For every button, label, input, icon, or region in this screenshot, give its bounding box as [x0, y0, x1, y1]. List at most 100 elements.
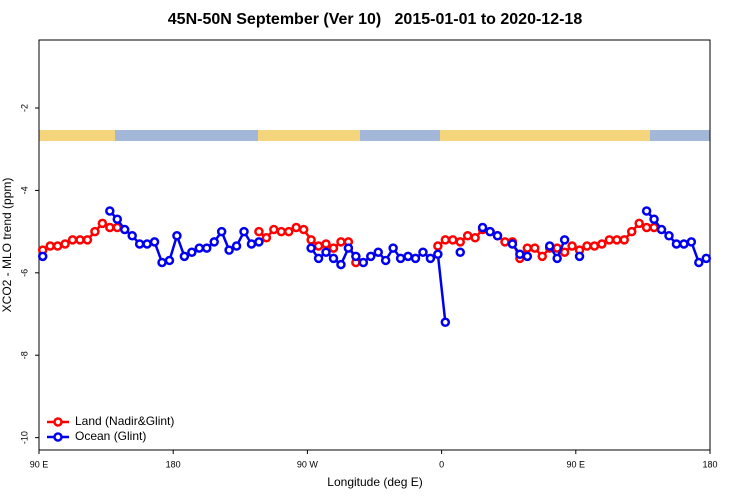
y-tick-label: -2	[19, 104, 29, 112]
data-point	[157, 257, 167, 268]
data-point	[321, 247, 331, 257]
data-point	[634, 218, 644, 229]
data-point	[492, 230, 503, 241]
x-tick-label: 180	[166, 459, 181, 469]
data-point	[477, 222, 488, 233]
y-axis-label: XCO2 - MLO trend (ppm)	[0, 178, 14, 313]
data-point	[75, 235, 85, 245]
data-point	[559, 247, 570, 257]
data-point	[440, 235, 451, 245]
data-point	[574, 251, 585, 262]
data-point	[552, 253, 562, 264]
data-point	[246, 239, 257, 249]
data-point	[284, 226, 294, 237]
data-point	[597, 239, 607, 249]
data-point	[127, 230, 137, 241]
data-point	[321, 239, 331, 249]
data-point	[515, 249, 525, 260]
data-point	[544, 241, 555, 251]
data-point	[231, 241, 242, 251]
data-point	[694, 257, 704, 268]
data-point	[619, 235, 630, 245]
data-point	[343, 243, 354, 253]
data-point	[254, 226, 264, 237]
data-point	[351, 251, 361, 262]
x-tick-label: 90 E	[30, 459, 49, 469]
map-strip	[39, 130, 710, 141]
legend-label: Land (Nadir&Glint)	[75, 414, 174, 428]
data-point	[671, 239, 682, 249]
data-point	[37, 251, 48, 262]
x-tick-label: 90 E	[567, 459, 586, 469]
data-point	[358, 257, 369, 268]
data-point	[455, 237, 465, 247]
data-point	[313, 241, 324, 251]
data-point	[306, 243, 316, 253]
data-point	[433, 249, 443, 260]
data-point	[500, 237, 510, 247]
data-point	[105, 206, 115, 216]
data-point	[164, 255, 175, 266]
data-point	[172, 230, 182, 241]
data-point	[470, 233, 480, 243]
data-point	[224, 245, 234, 255]
data-point	[60, 239, 70, 249]
data-point	[589, 241, 600, 251]
data-point	[410, 253, 421, 264]
data-point	[328, 243, 339, 253]
data-point	[291, 222, 301, 233]
data-point	[276, 226, 287, 237]
y-tick-label: -4	[19, 186, 29, 194]
data-point	[112, 214, 123, 224]
data-point	[298, 224, 309, 235]
data-point	[433, 241, 443, 251]
data-point	[134, 239, 145, 249]
data-point	[149, 237, 160, 247]
plot-frame	[38, 39, 711, 451]
data-point	[649, 222, 659, 233]
data-point	[440, 317, 451, 328]
data-point	[380, 255, 391, 266]
data-point	[686, 237, 697, 247]
data-point	[641, 222, 652, 233]
data-point	[82, 235, 93, 245]
x-tick-label: 0	[439, 459, 444, 469]
series-line	[108, 210, 707, 323]
data-point	[664, 230, 674, 241]
data-point	[45, 241, 55, 251]
data-point	[90, 226, 100, 237]
data-point	[194, 243, 205, 253]
data-point	[239, 226, 249, 237]
x-axis-label: Longitude (deg E)	[327, 475, 422, 489]
data-point	[373, 247, 383, 257]
data-point	[254, 237, 264, 247]
x-tick-label: 180	[702, 459, 717, 469]
data-point	[612, 235, 622, 245]
x-tick-label: 90 W	[297, 459, 319, 469]
data-point	[336, 237, 346, 247]
data-point	[530, 243, 540, 253]
data-point	[306, 235, 316, 245]
data-point	[328, 253, 339, 264]
data-point	[395, 253, 406, 264]
data-point	[485, 226, 495, 237]
data-point	[582, 241, 592, 251]
data-point	[209, 237, 219, 247]
data-point	[97, 218, 108, 229]
data-point	[522, 251, 533, 262]
data-point	[187, 247, 197, 257]
data-point	[567, 241, 577, 251]
data-point	[366, 251, 376, 262]
data-point	[313, 253, 324, 264]
data-point	[462, 230, 473, 241]
y-tick-label: -8	[19, 351, 29, 359]
y-tick-label: -10	[19, 431, 29, 444]
data-point	[701, 253, 712, 264]
data-point	[119, 224, 130, 235]
data-point	[679, 239, 689, 249]
data-point	[649, 214, 659, 224]
data-point	[455, 247, 465, 257]
data-point	[641, 206, 652, 216]
data-point	[202, 243, 212, 253]
